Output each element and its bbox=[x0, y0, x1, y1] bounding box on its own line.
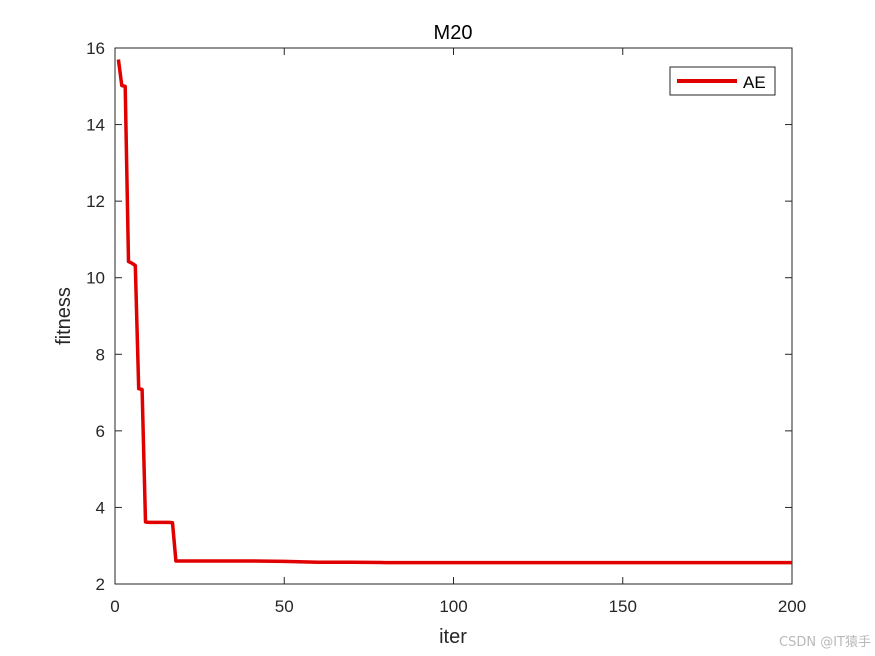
x-tick-label: 150 bbox=[609, 597, 637, 616]
x-tick-label: 100 bbox=[439, 597, 467, 616]
y-axis-label: fitness bbox=[53, 287, 75, 345]
chart-title: M20 bbox=[434, 22, 473, 44]
y-tick-label: 12 bbox=[86, 192, 105, 211]
legend: AE bbox=[669, 66, 776, 96]
series-layer bbox=[116, 59, 792, 565]
series-line-ae bbox=[116, 59, 792, 565]
y-tick-label: 6 bbox=[96, 422, 105, 441]
y-tick-label: 14 bbox=[86, 116, 105, 135]
y-tick-label: 2 bbox=[96, 575, 105, 594]
plot-area bbox=[114, 47, 793, 585]
x-tick-label: 50 bbox=[275, 597, 294, 616]
axis-tick-labels: 0 50 100 150 200 2 4 6 8 10 12 14 16 bbox=[86, 39, 806, 616]
y-tick-label: 8 bbox=[96, 345, 105, 364]
axis-ticks bbox=[114, 47, 793, 585]
x-axis-label: iter bbox=[439, 626, 467, 648]
y-tick-label: 10 bbox=[86, 269, 105, 288]
y-tick-label: 16 bbox=[86, 39, 105, 58]
y-tick-label: 4 bbox=[96, 498, 105, 517]
watermark: CSDN @IT猿手 bbox=[779, 635, 871, 650]
legend-label-ae: AE bbox=[743, 73, 766, 92]
x-tick-label: 200 bbox=[778, 597, 806, 616]
x-tick-label: 0 bbox=[110, 597, 119, 616]
